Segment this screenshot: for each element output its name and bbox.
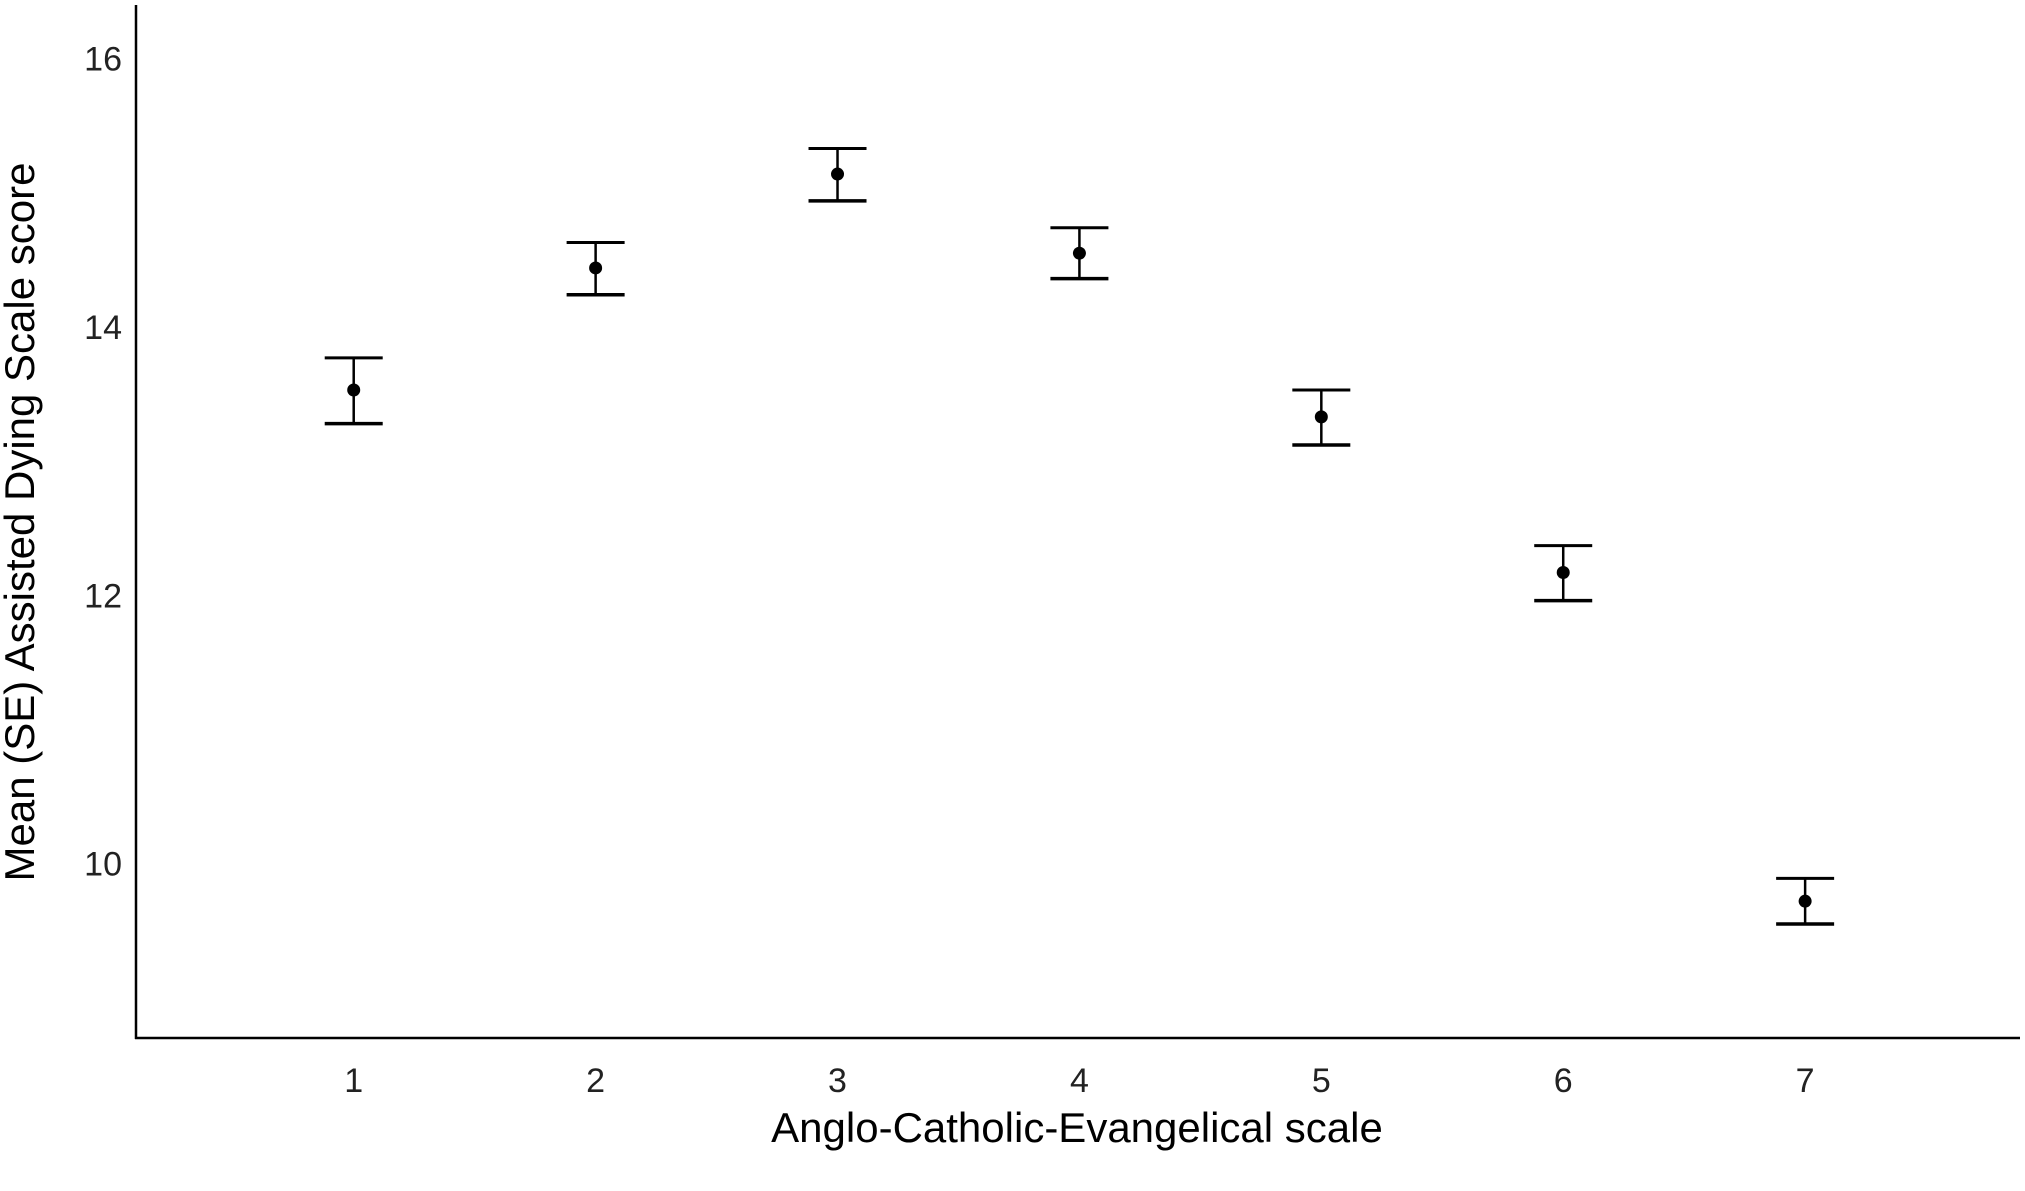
error-bar-1 (324, 356, 383, 426)
y-tick-label-12: 12 (84, 577, 122, 615)
error-bar-7 (1776, 876, 1835, 926)
mean-point (1798, 894, 1812, 908)
y-tick-label-16: 16 (84, 41, 122, 79)
error-bar-6 (1534, 544, 1593, 603)
x-tick-label-2: 2 (586, 1062, 605, 1100)
mean-point (1556, 565, 1570, 579)
error-bar-3 (808, 147, 867, 203)
mean-point (589, 261, 603, 275)
x-tick-label-5: 5 (1312, 1062, 1331, 1100)
data-marks (324, 147, 1835, 926)
x-axis-title: Anglo-Catholic-Evangelical scale (771, 1104, 1383, 1151)
error-bar-5 (1292, 388, 1351, 447)
mean-point (347, 383, 361, 397)
mean-point (1072, 246, 1086, 260)
error-bar-4 (1050, 226, 1109, 281)
x-tick-label-1: 1 (344, 1062, 363, 1100)
y-tick-labels: 10 12 14 16 (84, 41, 122, 884)
mean-point (1314, 410, 1328, 424)
y-axis-title: Mean (SE) Assisted Dying Scale score (0, 163, 43, 882)
error-bar-2 (566, 240, 625, 297)
x-tick-label-4: 4 (1070, 1062, 1089, 1100)
mean-point (831, 167, 845, 181)
x-tick-label-7: 7 (1796, 1062, 1815, 1100)
y-tick-label-14: 14 (84, 309, 122, 347)
x-tick-label-6: 6 (1554, 1062, 1573, 1100)
y-tick-label-10: 10 (84, 846, 122, 884)
x-tick-labels: 1 2 3 4 5 6 7 (344, 1062, 1814, 1100)
x-tick-label-3: 3 (828, 1062, 847, 1100)
